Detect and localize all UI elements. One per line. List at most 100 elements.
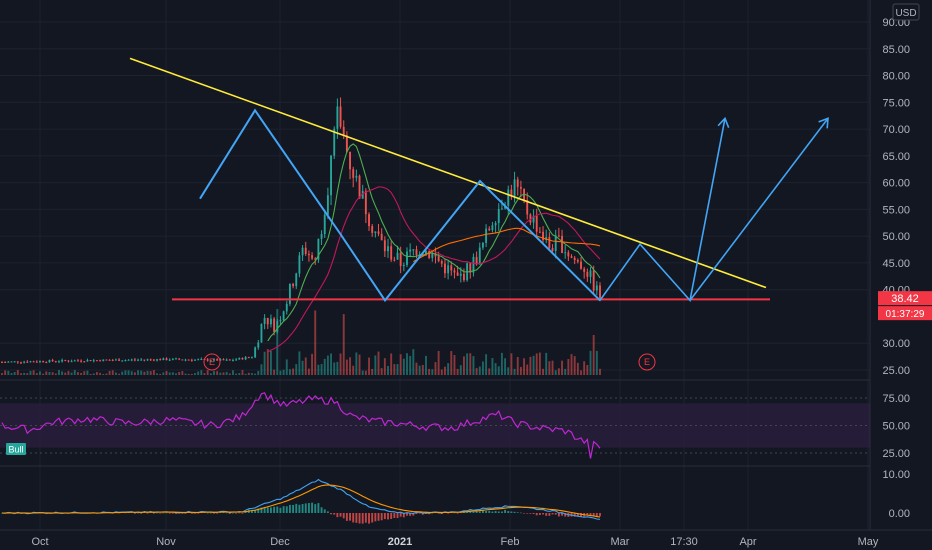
macd-histogram-bar [165,512,168,514]
macd-histogram-bar [545,513,548,516]
macd-histogram-bar [364,513,367,523]
candle-body [190,359,193,361]
time-axis[interactable]: Oct Nov Dec 2021 Feb Mar 17:30 Apr May [31,536,878,548]
macd-histogram-bar [330,513,333,515]
candle-body [251,357,253,359]
candle-body [532,215,535,223]
candle-body [175,358,177,360]
volume-bar [114,372,117,375]
macd-histogram-bar [336,513,339,518]
earnings-marker-1[interactable]: E [203,353,221,371]
volume-bar [232,370,234,375]
candle-body [434,253,437,257]
volume-bar [466,353,469,375]
macd-histogram-bar [516,512,519,513]
candle-body [361,190,364,199]
price-axis[interactable]: 90.0085.0080.0075.0070.0065.0060.0055.00… [882,17,910,377]
volume-bar [371,368,374,375]
macd-histogram-bar [472,511,475,513]
volume-bar [475,368,478,375]
candle-body [219,359,222,361]
volume-bar [23,372,26,375]
projection-arrowheads [689,116,829,301]
bull-divergence-badge[interactable]: Bull [6,443,26,455]
macd-histogram-bar [228,513,231,514]
macd-histogram-bar [380,513,383,521]
macd-histogram-bar [213,513,215,514]
volume-bar [70,372,73,375]
macd-histogram-bar [554,513,557,515]
macd-histogram-bar [209,512,212,514]
candle-body [488,228,491,231]
candle-body [200,358,203,360]
descending-trendline[interactable] [129,57,767,289]
macd-axis[interactable]: 10.00 0.00 [882,469,910,520]
macd-histogram-bar [159,513,162,514]
volume-bar [586,364,589,375]
earnings-marker-2[interactable]: E [638,353,656,371]
volume-bar [171,372,174,375]
rsi-axis[interactable]: 75.00 50.00 25.00 [882,393,910,460]
volume-bar [159,373,162,375]
macd-histogram-bar [412,513,415,516]
volume-bar [216,371,219,375]
candle-body [526,200,529,215]
candle-body [238,357,241,360]
candle-body [48,360,51,363]
volume-bar [425,355,427,375]
macd-histogram-bar [409,513,412,516]
volume-bar [551,360,554,375]
candle-body [554,235,557,252]
candle-body [254,347,257,358]
volume-bar [516,356,519,375]
candle-body [323,214,326,235]
candle-body [140,359,143,361]
macd-histogram-bar [307,503,310,513]
candle-body [23,361,26,363]
volume-bar [504,358,507,375]
candle-body [42,361,45,363]
macd-histogram-bar [276,506,279,513]
volume-bar [7,370,10,375]
volume-bar [251,373,253,375]
projection-line[interactable] [599,118,726,303]
volume-bar [361,370,364,375]
candle-body [481,242,484,248]
volume-bar [459,365,462,375]
macd-histogram-bar [342,513,345,519]
volume-bar [469,353,472,375]
macd-histogram-bar [592,513,595,516]
volume-bar [374,355,377,375]
candle-body [412,249,415,251]
macd-histogram-bar [390,513,393,519]
currency-label: USD [895,8,916,19]
candle-body [485,228,488,243]
candle-body [241,357,244,360]
ma-slow [267,186,601,353]
candle-body [54,361,57,363]
w-pattern-line[interactable] [199,108,601,303]
volume-bar [282,369,285,375]
macd-histogram-bar [437,513,440,514]
macd-histogram-bar [311,502,314,513]
candle-body [51,360,54,362]
volume-bar [301,360,304,375]
volume-bar [383,358,386,375]
candle-body [317,238,320,260]
candlesticks[interactable] [1,97,601,364]
price-tick-label: 65.00 [882,151,910,163]
volume-bar [29,370,32,375]
time-tick-label: Nov [156,536,176,548]
last-price-value: 38.42 [891,293,919,305]
volume-bar [190,373,193,375]
candle-body [396,252,399,260]
volume-bar [345,359,348,375]
candle-body [472,256,475,273]
currency-button[interactable]: USD [892,3,920,21]
volume-bar [314,310,317,375]
volume-bar [73,370,76,375]
candle-body [330,155,333,196]
candle-body [209,360,212,362]
volume-bar [83,371,86,375]
